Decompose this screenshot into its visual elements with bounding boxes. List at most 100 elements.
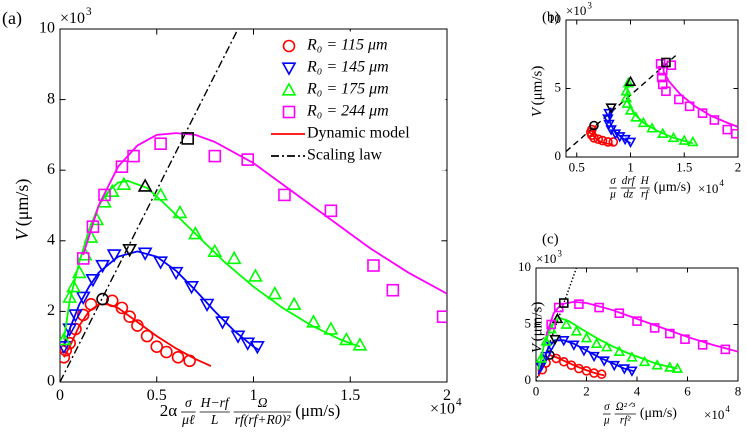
marker bbox=[594, 302, 604, 313]
marker bbox=[661, 57, 671, 68]
marker bbox=[76, 308, 90, 322]
marker bbox=[566, 360, 577, 370]
legend-label: R₀ = 175 μm bbox=[306, 81, 389, 98]
legend-label: Dynamic model bbox=[307, 125, 410, 142]
y-tick-label: 10 bbox=[548, 11, 561, 26]
y-label-unit: (μm/s) bbox=[12, 179, 33, 227]
marker bbox=[626, 351, 638, 362]
marker bbox=[131, 319, 144, 332]
marker bbox=[602, 114, 614, 125]
model-line bbox=[63, 250, 260, 351]
panel-label: (c) bbox=[542, 231, 559, 247]
marker bbox=[83, 229, 99, 243]
marker bbox=[603, 119, 615, 131]
fraction-denominator: rf² bbox=[620, 415, 631, 427]
marker bbox=[558, 356, 569, 367]
marker bbox=[590, 337, 603, 349]
marker bbox=[123, 310, 136, 323]
marker bbox=[115, 160, 129, 173]
marker bbox=[656, 72, 667, 83]
marker bbox=[549, 334, 561, 346]
plot-area bbox=[60, 29, 447, 382]
x-tick-label: 4 bbox=[634, 384, 641, 399]
panel-label: (b) bbox=[542, 9, 560, 25]
marker bbox=[722, 124, 733, 135]
y-label-unit: (μm/s) bbox=[529, 302, 545, 342]
marker bbox=[570, 325, 583, 336]
marker bbox=[199, 298, 215, 313]
marker bbox=[226, 250, 242, 265]
marker bbox=[150, 340, 164, 354]
marker bbox=[674, 94, 684, 105]
y-multiplier-exponent: 3 bbox=[86, 6, 92, 18]
marker bbox=[536, 352, 547, 363]
marker bbox=[188, 226, 203, 240]
marker bbox=[367, 259, 380, 272]
fraction-denominator: μ bbox=[609, 189, 616, 201]
fraction-denominator: μ bbox=[603, 415, 610, 427]
marker bbox=[137, 178, 153, 192]
marker bbox=[86, 220, 100, 233]
x-multiplier-exponent: 4 bbox=[725, 404, 730, 414]
fraction-numerator: drf bbox=[622, 175, 637, 187]
marker bbox=[578, 346, 590, 357]
fraction-numerator: σ bbox=[610, 175, 616, 187]
marker bbox=[558, 335, 570, 347]
marker bbox=[649, 323, 660, 333]
marker bbox=[638, 355, 651, 367]
marker bbox=[286, 296, 302, 310]
x-label-unit: (μm/s) bbox=[654, 180, 691, 195]
marker bbox=[248, 268, 263, 282]
marker bbox=[127, 149, 140, 163]
x-tick-label: 2 bbox=[735, 160, 742, 175]
marker bbox=[215, 316, 230, 330]
y-label: V(μm/s) bbox=[12, 179, 33, 241]
marker bbox=[651, 359, 663, 370]
marker bbox=[661, 86, 671, 97]
y-multiplier: ×10 bbox=[566, 3, 586, 18]
y-tick-label: 4 bbox=[47, 231, 55, 248]
marker bbox=[122, 243, 138, 258]
marker bbox=[68, 309, 83, 323]
marker bbox=[637, 116, 650, 128]
y-tick-label: 2 bbox=[47, 302, 55, 319]
marker bbox=[626, 366, 638, 377]
marker bbox=[140, 329, 154, 343]
marker bbox=[580, 332, 593, 343]
x-multiplier-exponent: 4 bbox=[456, 396, 462, 408]
marker bbox=[106, 249, 122, 263]
marker bbox=[630, 111, 642, 122]
legend-label: R₀ = 244 μm bbox=[306, 103, 389, 120]
y-tick-label: 10 bbox=[518, 259, 531, 274]
marker bbox=[153, 256, 169, 270]
x-tick-label: 1 bbox=[250, 387, 258, 404]
marker bbox=[171, 350, 185, 364]
x-tick-label: 2 bbox=[583, 384, 590, 399]
legend-marker bbox=[281, 62, 297, 76]
marker bbox=[709, 115, 720, 125]
plot-area bbox=[566, 55, 738, 153]
x-tick-label: 0 bbox=[56, 387, 64, 404]
x-multiplier: ×10 bbox=[704, 407, 724, 422]
x-label-unit: (μm/s) bbox=[640, 406, 677, 421]
marker bbox=[241, 153, 254, 166]
model-line bbox=[63, 303, 212, 367]
marker bbox=[115, 301, 129, 315]
marker bbox=[597, 135, 608, 146]
scaling-law bbox=[566, 55, 677, 153]
marker bbox=[386, 283, 400, 297]
marker bbox=[105, 294, 119, 308]
x-tick-label: 6 bbox=[684, 384, 691, 399]
marker bbox=[697, 340, 708, 350]
y-tick-label: 0 bbox=[525, 372, 532, 387]
x-tick-label: 0.5 bbox=[147, 387, 167, 404]
x-multiplier-exponent: 4 bbox=[719, 178, 724, 188]
y-multiplier-exponent: 3 bbox=[557, 248, 562, 258]
marker bbox=[558, 298, 569, 308]
marker bbox=[267, 286, 283, 300]
marker bbox=[608, 137, 619, 147]
model-line bbox=[537, 339, 635, 375]
marker bbox=[622, 76, 635, 88]
fraction-numerator: Ω bbox=[258, 395, 268, 410]
marker bbox=[62, 289, 78, 303]
